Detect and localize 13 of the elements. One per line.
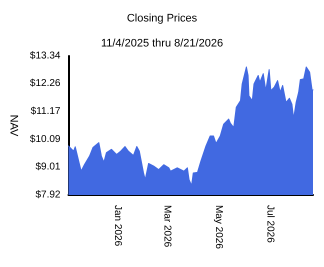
y-tick-label: $11.17 [30,106,61,118]
chart-subtitle: 11/4/2025 thru 8/21/2026 [100,38,224,50]
y-tick-label: $9.01 [35,162,61,173]
y-tick-label: $7.92 [35,190,61,200]
chart-title: Closing Prices [126,12,198,24]
x-tick-label: May 2026 [213,205,224,250]
x-tick-label: Mar 2026 [162,205,173,248]
x-tick-label: Jan 2026 [112,205,123,247]
y-axis-title: NAV [8,114,20,138]
y-tick-label: $12.26 [30,78,61,90]
y-tick-label: $10.09 [30,134,61,145]
x-tick-label: Jul 2026 [264,205,276,244]
y-tick-label: $13.34 [30,50,61,62]
